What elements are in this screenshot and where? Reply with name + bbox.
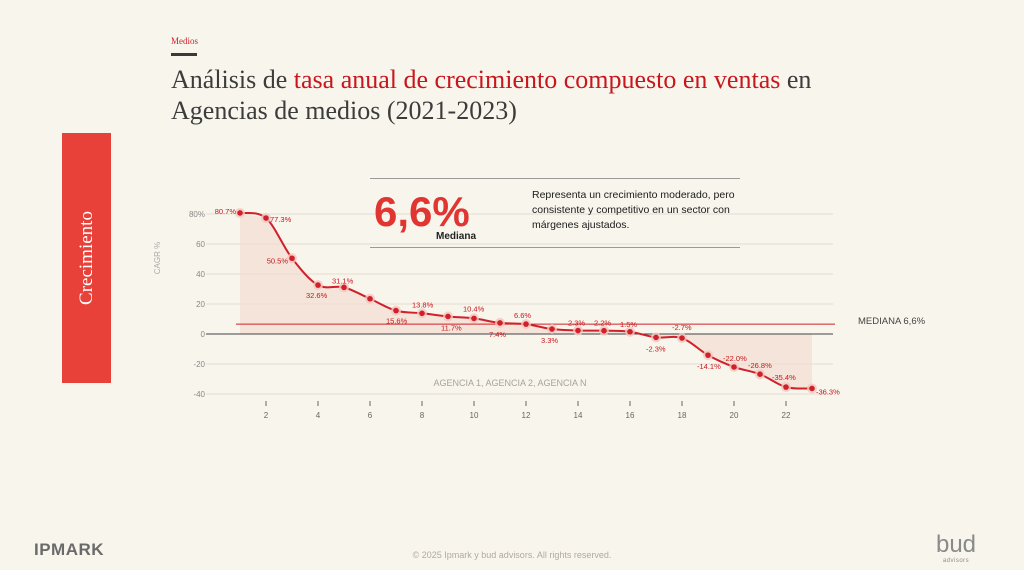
data-label: 10.4%	[463, 304, 485, 313]
data-point	[757, 371, 763, 378]
data-point	[783, 384, 789, 390]
data-point	[627, 328, 633, 335]
data-label: 80.7%	[215, 207, 237, 216]
data-point	[263, 215, 269, 221]
x-tick-label: 8	[420, 411, 425, 420]
data-point	[315, 282, 321, 288]
data-point	[367, 295, 373, 302]
y-tick-label: -40	[193, 390, 205, 399]
data-point	[471, 315, 477, 322]
data-point	[445, 313, 451, 320]
y-tick-label: -20	[193, 360, 205, 369]
kpi-bottom-rule	[370, 247, 740, 248]
x-tick-label: 14	[574, 411, 583, 420]
x-tick-label: 20	[730, 411, 739, 420]
x-tick-label: 2	[264, 411, 269, 420]
series-watermark: AGENCIA 1, AGENCIA 2, AGENCIA N	[433, 378, 586, 388]
x-tick-label: 4	[316, 411, 321, 420]
data-point	[601, 327, 607, 334]
data-point	[289, 255, 295, 262]
section-label: Medios	[171, 36, 198, 46]
data-label: -26.8%	[748, 361, 772, 370]
data-label: 1.5%	[620, 320, 637, 329]
kpi-description: Representa un crecimiento moderado, pero…	[532, 189, 735, 231]
y-tick-label: 40	[196, 270, 205, 279]
section-rule	[171, 53, 197, 56]
data-label: 13.8%	[412, 300, 434, 309]
bud-logo-sub: advisors	[942, 558, 970, 564]
y-tick-label: 0	[201, 330, 206, 339]
data-label: -22.0%	[723, 354, 747, 363]
data-label: 2.3%	[568, 319, 585, 328]
kpi-label: Mediana	[436, 231, 477, 242]
data-point	[523, 321, 529, 327]
data-point	[341, 284, 347, 291]
area-fill	[240, 212, 812, 389]
y-axis-label: CAGR %	[153, 242, 162, 274]
data-point	[393, 307, 399, 314]
data-label: 31.1%	[332, 276, 354, 285]
ipmark-logo: IPMARK	[34, 540, 105, 559]
data-label: 50.5%	[267, 256, 289, 265]
data-label: -14.1%	[697, 362, 721, 371]
data-label: 11.7%	[441, 323, 462, 332]
y-tick-label: 60	[196, 240, 205, 249]
x-tick-label: 18	[678, 411, 687, 420]
data-point	[237, 210, 243, 216]
data-label: 32.6%	[306, 291, 328, 300]
kpi-value: 6,6%	[374, 188, 470, 235]
y-tick-label: 20	[196, 300, 205, 309]
title-highlight: tasa anual de crecimiento compuesto en v…	[293, 65, 781, 94]
title-suffix: en Agencias de medios (2021-2023)	[171, 65, 812, 125]
data-point	[575, 327, 581, 334]
page-title: Análisis de tasa anual de crecimiento co…	[171, 64, 871, 126]
data-point	[731, 364, 737, 370]
data-label: 77.3%	[270, 215, 292, 224]
bud-logo: bud	[935, 531, 977, 558]
data-point	[549, 326, 555, 332]
title-prefix: Análisis de	[171, 65, 294, 94]
data-label: -35.4%	[772, 373, 796, 382]
kpi-top-rule	[370, 178, 740, 179]
data-point	[497, 320, 503, 326]
data-point	[679, 335, 685, 341]
x-tick-label: 6	[368, 411, 373, 420]
data-label: 2.2%	[594, 319, 611, 328]
median-label: MEDIANA 6,6%	[858, 316, 926, 327]
data-label: 3.3%	[541, 336, 558, 345]
data-label: -2.3%	[646, 344, 666, 353]
data-label: 15.6%	[386, 317, 408, 326]
data-label: 6.6%	[514, 311, 531, 320]
data-label: -2.7%	[672, 323, 692, 332]
x-tick-label: 22	[782, 411, 791, 420]
y-tick-label: 80%	[189, 210, 205, 219]
data-label: 7.4%	[489, 330, 506, 339]
data-point	[653, 334, 659, 341]
copyright: © 2025 Ipmark y bud advisors. All rights…	[412, 550, 612, 560]
data-point	[705, 352, 711, 358]
x-tick-label: 16	[626, 411, 635, 420]
side-block: Crecimiento	[62, 133, 111, 383]
data-label: -36.3%	[816, 387, 840, 396]
data-point	[809, 385, 815, 392]
x-tick-label: 10	[470, 411, 479, 420]
x-tick-label: 12	[522, 411, 531, 420]
data-point	[419, 310, 425, 317]
